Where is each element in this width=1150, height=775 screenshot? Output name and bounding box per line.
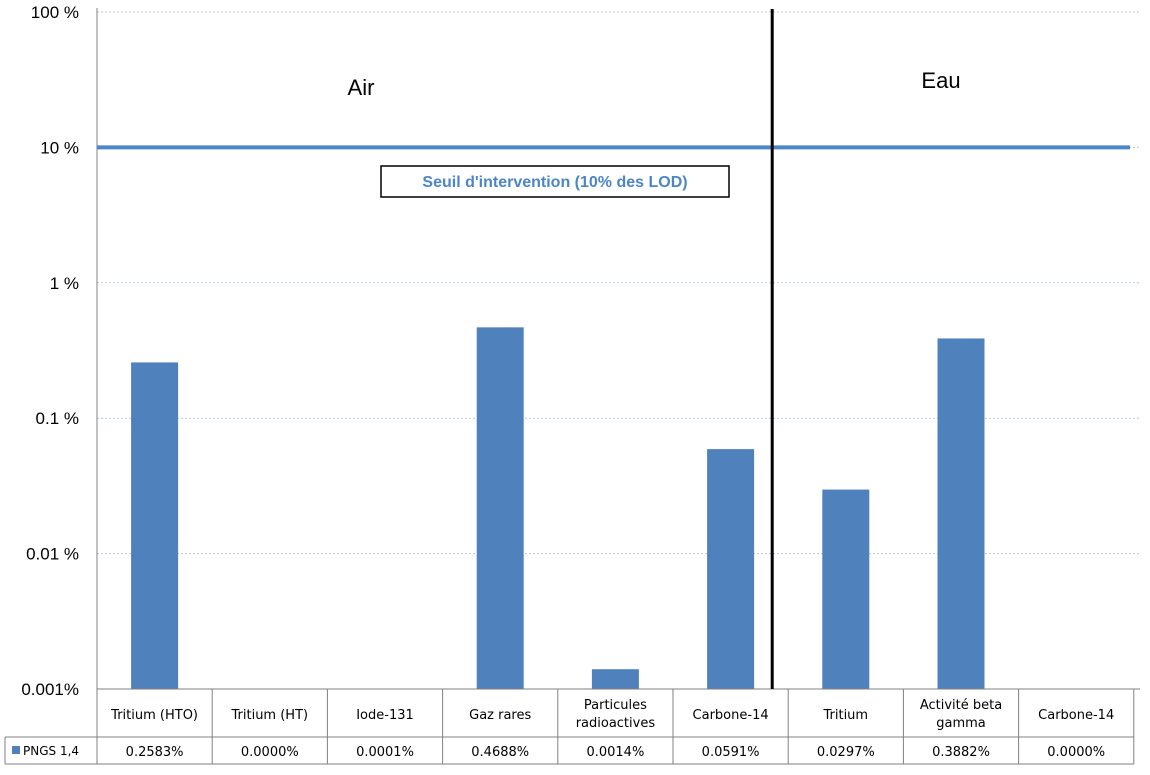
category-label: Tritium (HTO) <box>110 708 198 723</box>
bar <box>131 362 179 689</box>
category-label-line: Particules <box>584 698 647 713</box>
region-label: Eau <box>921 68 960 93</box>
value-label: 0.0014% <box>586 745 644 760</box>
region-labels: Air Eau <box>348 9 961 689</box>
y-tick-label: 100 % <box>31 3 79 22</box>
category-label: Tritium <box>822 708 868 723</box>
y-tick-label: 0.001% <box>21 680 79 699</box>
threshold-line: Seuil d'intervention (10% des LOD) <box>97 145 1130 198</box>
value-label: 0.3882% <box>932 745 990 760</box>
category-label: Activité beta gamma <box>920 698 1002 731</box>
category-label: Carbone-14 <box>1038 708 1114 723</box>
category-label-line: radioactives <box>576 716 656 731</box>
value-label: 0.0297% <box>817 745 875 760</box>
bar <box>476 327 524 689</box>
bar <box>707 449 755 689</box>
value-label: 0.4688% <box>471 745 529 760</box>
y-tick-label: 1 % <box>50 274 79 293</box>
axes <box>96 8 1140 690</box>
value-label: 0.2583% <box>126 745 184 760</box>
value-label: 0.0591% <box>702 745 760 760</box>
category-label: Carbone-14 <box>693 708 769 723</box>
category-label: Particules radioactives <box>576 698 656 731</box>
y-tick-label: 0.1 % <box>36 409 79 428</box>
legend-key <box>12 746 20 754</box>
y-tick-label: 0.01 % <box>26 545 79 564</box>
threshold-label: Seuil d'intervention (10% des LOD) <box>422 174 687 191</box>
value-label: 0.0000% <box>1047 745 1105 760</box>
category-label: Iode-131 <box>356 708 414 723</box>
category-label-line: Activité beta <box>920 698 1002 713</box>
value-label: 0.0001% <box>356 745 414 760</box>
data-table: Tritium (HTO) 0.2583% Tritium (HT) 0.0000% I… <box>4 689 1135 765</box>
region-label: Air <box>348 75 375 100</box>
category-label: Gaz rares <box>469 708 531 723</box>
threshold-label-box <box>380 165 730 198</box>
bar <box>591 669 639 689</box>
y-tick-label: 10 % <box>40 138 79 157</box>
value-label: 0.0000% <box>241 745 299 760</box>
legend-label: PNGS 1,4 <box>23 744 79 758</box>
y-axis-ticks: 100 % 10 % 1 % 0.1 % 0.01 % 0.001% <box>21 3 79 699</box>
category-label-line: gamma <box>936 716 986 731</box>
category-label: Tritium (HT) <box>231 708 309 723</box>
bar <box>822 489 870 689</box>
bar <box>937 338 985 689</box>
bars <box>131 327 985 689</box>
